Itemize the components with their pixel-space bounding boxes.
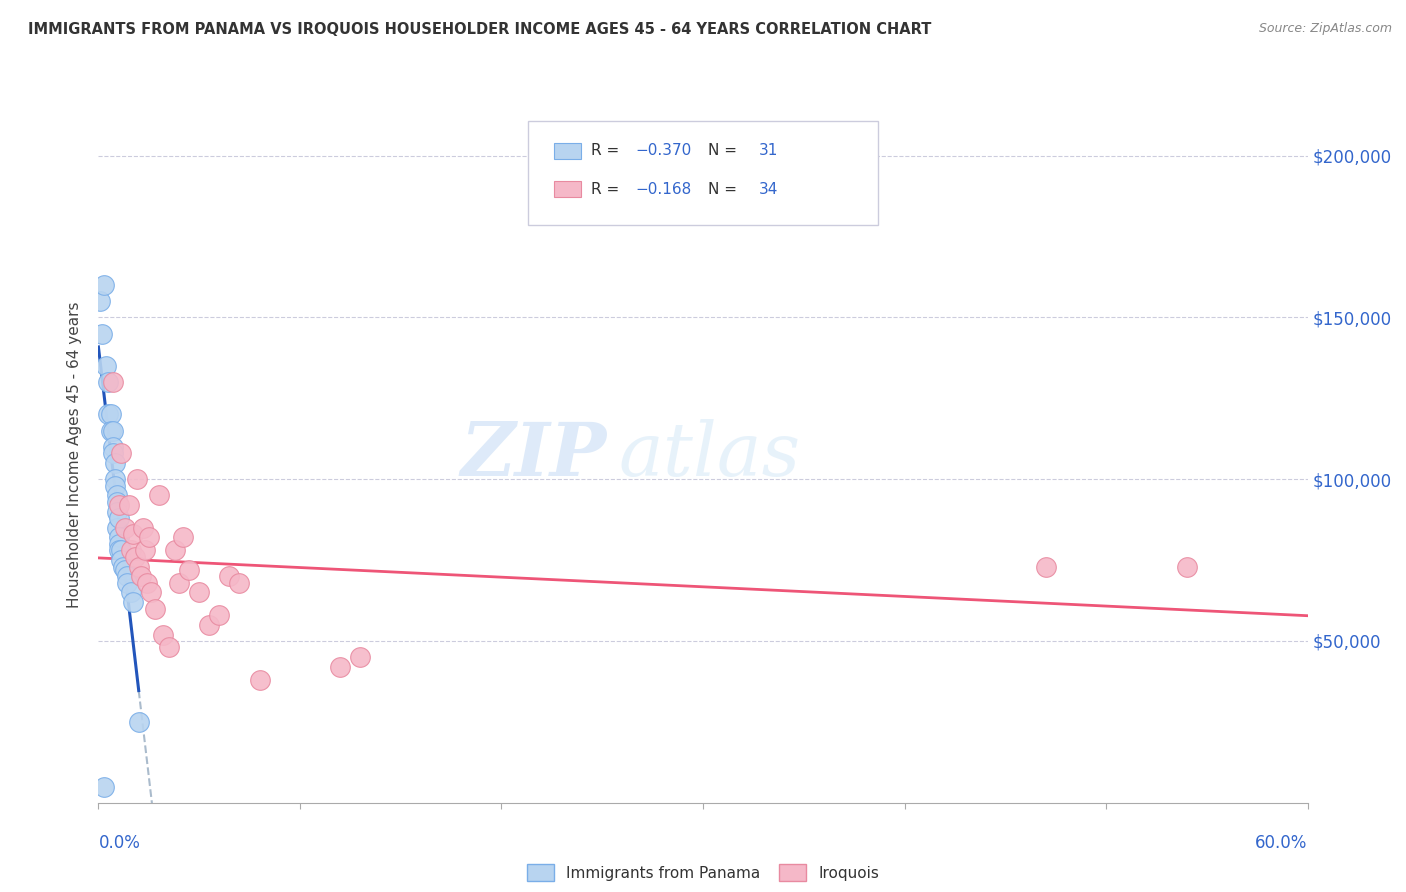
Point [249, 673, 271, 687]
Point [128, 714, 150, 729]
Point [228, 575, 250, 590]
Point [100, 408, 122, 422]
Point [101, 446, 124, 460]
Point [101, 440, 124, 454]
Point [198, 617, 221, 632]
Point [110, 553, 132, 567]
Point [100, 424, 122, 438]
Point [103, 456, 125, 470]
FancyBboxPatch shape [527, 121, 879, 226]
Text: −0.370: −0.370 [636, 144, 692, 159]
Point [101, 375, 124, 389]
Point [134, 543, 156, 558]
Point [125, 472, 148, 486]
Point [120, 543, 142, 558]
Text: N =: N = [707, 182, 742, 196]
Text: ZIP: ZIP [460, 418, 606, 491]
Point [107, 537, 129, 551]
Point [163, 543, 186, 558]
Point [132, 521, 155, 535]
Point [107, 498, 129, 512]
Point [1175, 559, 1198, 574]
Point [218, 569, 240, 583]
Point [110, 446, 132, 460]
Y-axis label: Householder Income Ages 45 - 64 years: Householder Income Ages 45 - 64 years [66, 301, 82, 608]
Point [152, 627, 174, 641]
Point [135, 575, 157, 590]
Point [97, 408, 120, 422]
Point [172, 531, 194, 545]
Point [115, 569, 138, 583]
Point [96, 359, 118, 373]
Point [177, 563, 201, 577]
Text: R =: R = [591, 144, 624, 159]
Point [103, 472, 125, 486]
Point [101, 424, 124, 438]
Text: IMMIGRANTS FROM PANAMA VS IROQUOIS HOUSEHOLDER INCOME AGES 45 - 64 YEARS CORRELA: IMMIGRANTS FROM PANAMA VS IROQUOIS HOUSE… [28, 22, 932, 37]
Point [1035, 559, 1057, 574]
Point [105, 488, 128, 502]
FancyBboxPatch shape [554, 144, 581, 159]
Point [118, 498, 141, 512]
Point [139, 585, 162, 599]
Text: R =: R = [591, 182, 624, 196]
Point [105, 521, 128, 535]
Point [107, 511, 129, 525]
Point [128, 559, 150, 574]
Point [349, 650, 371, 665]
Point [105, 495, 128, 509]
Text: 0.0%: 0.0% [98, 834, 141, 852]
Point [121, 527, 143, 541]
Text: 60.0%: 60.0% [1256, 834, 1308, 852]
Point [129, 569, 152, 583]
Point [114, 563, 136, 577]
Point [93, 780, 115, 794]
Point [91, 326, 114, 341]
Point [138, 531, 160, 545]
Point [103, 478, 125, 492]
Point [105, 504, 128, 518]
Point [167, 575, 190, 590]
Legend: Immigrants from Panama, Iroquois: Immigrants from Panama, Iroquois [519, 856, 887, 889]
Text: atlas: atlas [619, 418, 800, 491]
Point [121, 595, 143, 609]
Point [208, 608, 231, 623]
Point [143, 601, 166, 615]
Point [111, 559, 134, 574]
Point [157, 640, 180, 655]
Point [97, 375, 120, 389]
Point [93, 278, 115, 293]
Point [114, 521, 136, 535]
Text: Source: ZipAtlas.com: Source: ZipAtlas.com [1258, 22, 1392, 36]
Point [110, 543, 132, 558]
Point [89, 294, 111, 309]
Text: N =: N = [707, 144, 742, 159]
Point [124, 549, 146, 564]
Point [148, 488, 170, 502]
Text: 31: 31 [759, 144, 778, 159]
Text: −0.168: −0.168 [636, 182, 692, 196]
Point [115, 575, 138, 590]
Point [329, 660, 352, 674]
Point [188, 585, 211, 599]
Point [107, 531, 129, 545]
Text: 34: 34 [759, 182, 778, 196]
FancyBboxPatch shape [554, 181, 581, 197]
Point [120, 585, 142, 599]
Point [107, 543, 129, 558]
